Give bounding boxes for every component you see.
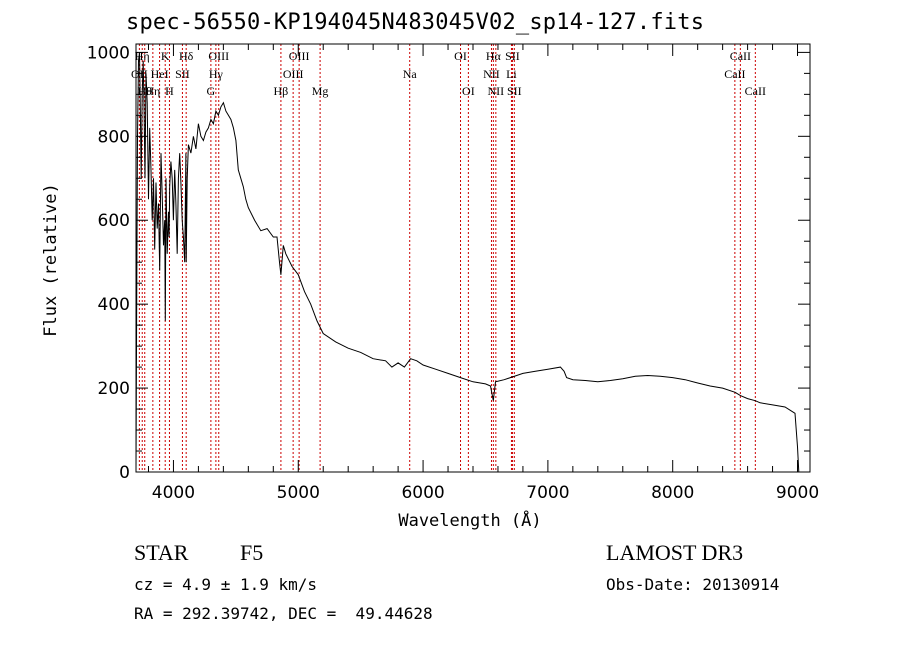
spectral-line-label-20: Hα — [486, 49, 502, 63]
spectral-line-label-18: OI — [462, 84, 475, 98]
spectral-line-label-15: Mg — [312, 84, 329, 98]
coordinates: RA = 292.39742, DEC = 49.44628 — [134, 604, 433, 623]
spectral-line-labels: OIIHηHθHηHeIKHSIIHδGHγOIIIHβOIIIOIIIMgNa… — [131, 49, 766, 98]
spectral-line-label-13: OIII — [283, 67, 304, 81]
y-tick-label-0: 0 — [119, 463, 130, 483]
y-tick-label-400: 400 — [98, 295, 130, 315]
spectral-line-label-23: SII — [505, 49, 520, 63]
survey-name: LAMOST DR3 — [606, 540, 744, 565]
spectral-line-label-1: Hη — [135, 49, 150, 63]
spectral-line-label-26: CaII — [730, 49, 751, 63]
y-tick-label-600: 600 — [98, 211, 130, 231]
spectral-line-label-4: HeI — [151, 67, 169, 81]
object-subclass: F5 — [240, 540, 264, 565]
observation-date: Obs-Date: 20130914 — [606, 575, 780, 594]
redshift-cz: cz = 4.9 ± 1.9 km/s — [134, 575, 318, 594]
spectral-line-label-16: Na — [403, 67, 418, 81]
spectral-line-label-10: Hγ — [209, 67, 224, 81]
x-tick-label-6000: 6000 — [401, 483, 444, 503]
spectral-line-label-14: OIII — [289, 49, 310, 63]
x-tick-label-5000: 5000 — [277, 483, 320, 503]
spectral-line-label-24: SII — [507, 84, 522, 98]
spectral-line-label-17: OI — [454, 49, 467, 63]
spectral-line-label-7: SII — [175, 67, 190, 81]
x-tick-label-9000: 9000 — [776, 483, 819, 503]
spectral-line-label-22: Li — [506, 67, 517, 81]
spectral-line-label-11: OIII — [208, 49, 229, 63]
y-tick-label-800: 800 — [98, 127, 130, 147]
x-tick-label-8000: 8000 — [651, 483, 694, 503]
axis-ticks: 4000 5000 6000 7000 8000 9000 0 200 400 600 800 100… — [87, 43, 819, 503]
spectral-line-label-19: NII — [483, 67, 500, 81]
object-class: STAR — [134, 540, 189, 565]
x-axis-label: Wavelength (Å) — [398, 511, 542, 531]
spectral-line-label-9: G — [207, 84, 216, 98]
spectral-line-label-8: Hδ — [179, 49, 194, 63]
y-tick-label-200: 200 — [98, 379, 130, 399]
chart-title: spec-56550-KP194045N483045V02_sp14-127.f… — [126, 10, 705, 35]
spectral-line-label-25: CaII — [724, 67, 745, 81]
spectral-line-label-27: CaII — [745, 84, 766, 98]
x-tick-label-4000: 4000 — [152, 483, 195, 503]
y-tick-label-1000: 1000 — [87, 43, 130, 63]
spectral-line-label-3: Hη — [145, 84, 160, 98]
spectral-line-label-12: Hβ — [274, 84, 289, 98]
spectral-line-label-21: NII — [488, 84, 505, 98]
y-axis-label: Flux (relative) — [41, 183, 61, 337]
spectral-line-label-6: H — [165, 84, 174, 98]
spectral-line-markers — [138, 44, 756, 472]
spectral-line-label-5: K — [161, 49, 170, 63]
spectrum-series-line — [135, 52, 800, 473]
plot-frame — [135, 43, 811, 473]
x-tick-label-7000: 7000 — [526, 483, 569, 503]
